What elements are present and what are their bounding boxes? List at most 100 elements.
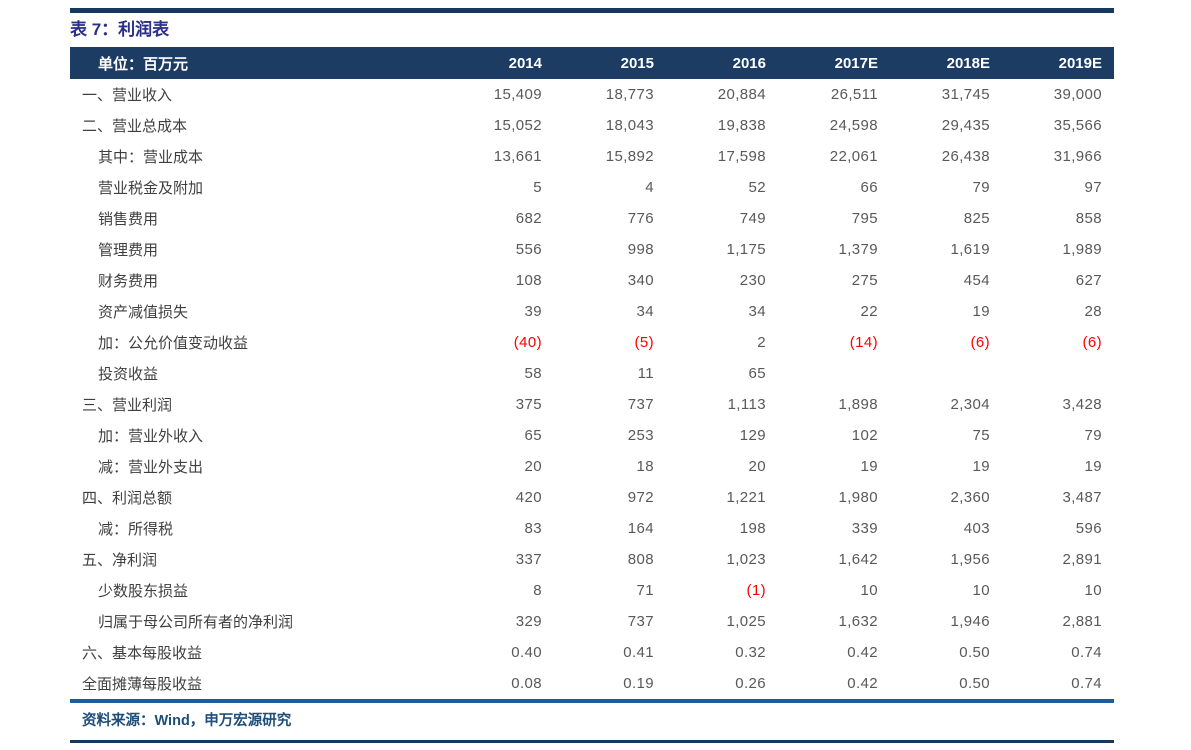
table-row: 归属于母公司所有者的净利润 329 737 1,025 1,632 1,946 2,881	[70, 606, 1114, 637]
cell-value: 10	[860, 582, 878, 599]
bottom-rule	[70, 740, 1114, 743]
cell-value: 65	[748, 365, 766, 382]
table-title: 表 7：利润表	[70, 20, 170, 39]
cell-value: 329	[515, 613, 542, 630]
footer-top-rule	[70, 699, 1114, 703]
cell-value: 79	[1084, 427, 1102, 444]
cell-value: 18	[636, 458, 654, 475]
cell-value: 20,884	[717, 86, 766, 103]
table-row: 加：公允价值变动收益 (40) (5) 2 (14) (6) (6)	[70, 327, 1114, 358]
cell-value: (1)	[746, 582, 766, 599]
cell-value: 0.50	[959, 675, 990, 692]
cell-value	[1002, 358, 1114, 389]
cell-value: 2,891	[1062, 551, 1102, 568]
cell-value: 0.41	[623, 644, 654, 661]
cell-value: 2,881	[1062, 613, 1102, 630]
cell-value: (5)	[634, 334, 654, 351]
cell-value: 972	[627, 489, 654, 506]
cell-value: 0.50	[959, 644, 990, 661]
source-note: 资料来源：Wind，申万宏源研究	[82, 713, 292, 729]
income-statement-table: 单位：百万元 2014 2015 2016 2017E 2018E 2019E 一、营业收…	[70, 47, 1114, 699]
cell-value: 58	[524, 365, 542, 382]
cell-value: 1,619	[950, 241, 990, 258]
cell-value	[778, 358, 890, 389]
cell-value: 15,052	[493, 117, 542, 134]
cell-value: 18,773	[605, 86, 654, 103]
cell-value: 5	[533, 179, 542, 196]
cell-value: 0.19	[623, 675, 654, 692]
cell-value: 795	[851, 210, 878, 227]
year-column-header: 2015	[554, 47, 666, 79]
cell-value: 35,566	[1053, 117, 1102, 134]
cell-value: 17,598	[717, 148, 766, 165]
table-row: 少数股东损益 8 71 (1) 10 10 10	[70, 575, 1114, 606]
cell-value: 1,023	[726, 551, 766, 568]
cell-value: 340	[627, 272, 654, 289]
cell-value: 19	[860, 458, 878, 475]
cell-value: 31,745	[941, 86, 990, 103]
table-row: 一、营业收入 15,409 18,773 20,884 26,511 31,745 39,0…	[70, 79, 1114, 110]
cell-value: 34	[636, 303, 654, 320]
cell-value: 2	[757, 334, 766, 351]
year-column-header: 2018E	[890, 47, 1002, 79]
cell-value: 11	[637, 365, 654, 382]
row-label: 三、营业利润	[82, 397, 173, 414]
cell-value: 102	[851, 427, 878, 444]
table-row: 销售费用 682 776 749 795 825 858	[70, 203, 1114, 234]
report-table-section: 表 7：利润表 单位：百万元 2014 2015 2016 2017E 2018E 201…	[70, 0, 1114, 743]
row-label: 加：公允价值变动收益	[98, 335, 249, 352]
cell-value: 808	[627, 551, 654, 568]
cell-value: 1,989	[1062, 241, 1102, 258]
cell-value: 230	[739, 272, 766, 289]
cell-value: 1,946	[950, 613, 990, 630]
cell-value: 825	[963, 210, 990, 227]
row-label: 减：所得税	[98, 521, 174, 538]
cell-value: 15,892	[605, 148, 654, 165]
cell-value: 1,898	[838, 396, 878, 413]
cell-value: 4	[645, 179, 654, 196]
cell-value: 19	[972, 303, 990, 320]
cell-value: 65	[524, 427, 542, 444]
cell-value: 10	[972, 582, 990, 599]
cell-value: (14)	[849, 334, 878, 351]
cell-value: 0.26	[735, 675, 766, 692]
year-column-header: 2019E	[1002, 47, 1114, 79]
cell-value: 28	[1084, 303, 1102, 320]
row-label: 二、营业总成本	[82, 118, 188, 135]
cell-value: 339	[851, 520, 878, 537]
table-row: 其中：营业成本 13,661 15,892 17,598 22,061 26,438 31,…	[70, 141, 1114, 172]
cell-value: 682	[515, 210, 542, 227]
cell-value: (6)	[970, 334, 990, 351]
row-label: 销售费用	[98, 211, 159, 228]
row-label: 少数股东损益	[98, 583, 189, 600]
cell-value: 556	[515, 241, 542, 258]
cell-value: 83	[524, 520, 542, 537]
cell-value: 97	[1084, 179, 1102, 196]
cell-value: 15,409	[493, 86, 542, 103]
cell-value: 26,438	[941, 148, 990, 165]
cell-value: 1,632	[838, 613, 878, 630]
row-label: 财务费用	[98, 273, 159, 290]
cell-value: 22	[860, 303, 878, 320]
row-label: 投资收益	[98, 366, 159, 383]
cell-value: 737	[627, 613, 654, 630]
year-column-header: 2014	[442, 47, 554, 79]
cell-value: 0.40	[511, 644, 542, 661]
row-label: 其中：营业成本	[98, 149, 204, 166]
table-row: 三、营业利润 375 737 1,113 1,898 2,304 3,428	[70, 389, 1114, 420]
cell-value: 20	[748, 458, 766, 475]
cell-value: 403	[963, 520, 990, 537]
year-column-header: 2016	[666, 47, 778, 79]
row-label: 归属于母公司所有者的净利润	[98, 614, 294, 631]
cell-value: 337	[515, 551, 542, 568]
cell-value: 0.32	[735, 644, 766, 661]
row-label: 减：营业外支出	[98, 459, 204, 476]
table-row: 减：所得税 83 164 198 339 403 596	[70, 513, 1114, 544]
cell-value	[890, 358, 1002, 389]
row-label: 营业税金及附加	[98, 180, 204, 197]
cell-value: 22,061	[829, 148, 878, 165]
cell-value: 18,043	[605, 117, 654, 134]
cell-value: 26,511	[830, 86, 878, 103]
cell-value: 79	[972, 179, 990, 196]
cell-value: 0.42	[847, 644, 878, 661]
